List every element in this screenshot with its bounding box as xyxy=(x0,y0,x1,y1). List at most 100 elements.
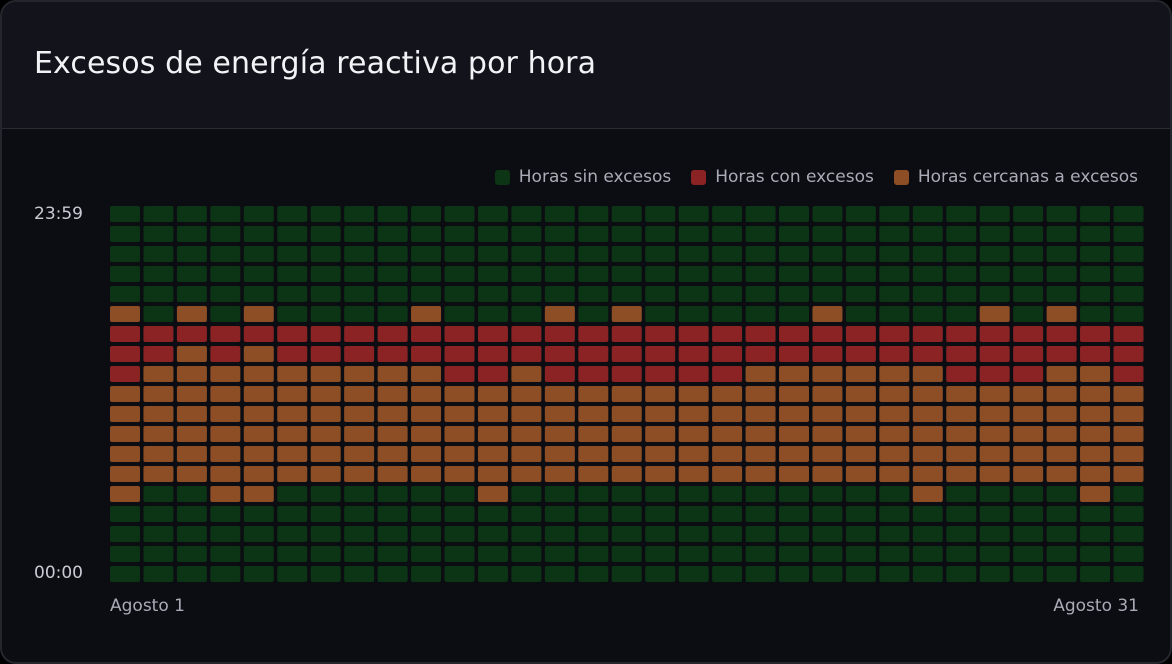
heatmap-cell-day16-h2[interactable] xyxy=(611,526,642,542)
heatmap-cell-day8-h0[interactable] xyxy=(344,566,375,582)
heatmap-cell-day31-h6[interactable] xyxy=(1113,446,1144,462)
heatmap-cell-day2-h8[interactable] xyxy=(143,406,174,422)
heatmap-cell-day17-h12[interactable] xyxy=(645,326,676,342)
heatmap-cell-day15-h7[interactable] xyxy=(578,426,609,442)
heatmap-cell-day14-h14[interactable] xyxy=(544,286,575,302)
heatmap-cell-day4-h16[interactable] xyxy=(210,246,241,262)
heatmap-cell-day12-h1[interactable] xyxy=(477,546,508,562)
heatmap-cell-day15-h0[interactable] xyxy=(578,566,609,582)
heatmap-cell-day20-h7[interactable] xyxy=(745,426,776,442)
heatmap-cell-day17-h4[interactable] xyxy=(645,486,676,502)
heatmap-cell-day4-h5[interactable] xyxy=(210,466,241,482)
heatmap-cell-day10-h1[interactable] xyxy=(411,546,442,562)
heatmap-cell-day31-h0[interactable] xyxy=(1113,566,1144,582)
heatmap-cell-day8-h8[interactable] xyxy=(344,406,375,422)
heatmap-cell-day24-h6[interactable] xyxy=(879,446,910,462)
heatmap-cell-day4-h0[interactable] xyxy=(210,566,241,582)
heatmap-cell-day3-h15[interactable] xyxy=(176,266,207,282)
heatmap-cell-day26-h4[interactable] xyxy=(946,486,977,502)
heatmap-cell-day30-h6[interactable] xyxy=(1080,446,1111,462)
heatmap-cell-day20-h4[interactable] xyxy=(745,486,776,502)
heatmap-cell-day23-h0[interactable] xyxy=(845,566,876,582)
heatmap-cell-day26-h12[interactable] xyxy=(946,326,977,342)
heatmap-cell-day27-h7[interactable] xyxy=(979,426,1010,442)
heatmap-cell-day23-h12[interactable] xyxy=(845,326,876,342)
heatmap-cell-day2-h9[interactable] xyxy=(143,386,174,402)
heatmap-cell-day29-h14[interactable] xyxy=(1046,286,1077,302)
heatmap-cell-day20-h14[interactable] xyxy=(745,286,776,302)
heatmap-cell-day3-h13[interactable] xyxy=(176,306,207,322)
heatmap-cell-day12-h15[interactable] xyxy=(477,266,508,282)
heatmap-cell-day12-h6[interactable] xyxy=(477,446,508,462)
heatmap-cell-day22-h12[interactable] xyxy=(812,326,843,342)
heatmap-cell-day14-h0[interactable] xyxy=(544,566,575,582)
heatmap-cell-day21-h11[interactable] xyxy=(779,346,809,362)
heatmap-cell-day14-h12[interactable] xyxy=(544,326,575,342)
heatmap-cell-day11-h0[interactable] xyxy=(444,566,475,582)
heatmap-cell-day26-h15[interactable] xyxy=(946,266,977,282)
heatmap-cell-day5-h18[interactable] xyxy=(243,206,274,222)
heatmap-cell-day18-h12[interactable] xyxy=(678,326,709,342)
heatmap-cell-day13-h12[interactable] xyxy=(511,326,542,342)
heatmap-cell-day27-h9[interactable] xyxy=(979,386,1010,402)
heatmap-cell-day10-h3[interactable] xyxy=(411,506,442,522)
heatmap-cell-day4-h3[interactable] xyxy=(210,506,241,522)
heatmap-cell-day27-h3[interactable] xyxy=(979,506,1010,522)
heatmap-cell-day31-h14[interactable] xyxy=(1113,286,1144,302)
legend-item-excess[interactable]: Horas con excesos xyxy=(691,167,874,187)
heatmap-cell-day31-h15[interactable] xyxy=(1113,266,1144,282)
heatmap-cell-day20-h18[interactable] xyxy=(745,206,776,222)
heatmap-cell-day21-h6[interactable] xyxy=(779,446,809,462)
heatmap-cell-day24-h5[interactable] xyxy=(879,466,910,482)
heatmap-cell-day1-h6[interactable] xyxy=(110,446,140,462)
heatmap-cell-day13-h17[interactable] xyxy=(511,226,542,242)
heatmap-cell-day23-h7[interactable] xyxy=(845,426,876,442)
heatmap-cell-day19-h18[interactable] xyxy=(712,206,743,222)
heatmap-cell-day16-h11[interactable] xyxy=(611,346,642,362)
heatmap-cell-day2-h11[interactable] xyxy=(143,346,174,362)
heatmap-cell-day16-h6[interactable] xyxy=(611,446,642,462)
heatmap-cell-day1-h2[interactable] xyxy=(110,526,140,542)
heatmap-cell-day23-h1[interactable] xyxy=(845,546,876,562)
heatmap-cell-day20-h0[interactable] xyxy=(745,566,776,582)
heatmap-cell-day7-h18[interactable] xyxy=(310,206,341,222)
heatmap-cell-day12-h4[interactable] xyxy=(477,486,508,502)
heatmap-cell-day12-h11[interactable] xyxy=(477,346,508,362)
heatmap-cell-day20-h10[interactable] xyxy=(745,366,776,382)
heatmap-cell-day11-h2[interactable] xyxy=(444,526,475,542)
heatmap-cell-day24-h4[interactable] xyxy=(879,486,910,502)
heatmap-cell-day25-h10[interactable] xyxy=(912,366,943,382)
heatmap-cell-day24-h16[interactable] xyxy=(879,246,910,262)
heatmap-cell-day17-h18[interactable] xyxy=(645,206,676,222)
heatmap-cell-day24-h12[interactable] xyxy=(879,326,910,342)
heatmap-cell-day29-h7[interactable] xyxy=(1046,426,1077,442)
heatmap-cell-day11-h7[interactable] xyxy=(444,426,475,442)
heatmap-cell-day8-h16[interactable] xyxy=(344,246,375,262)
heatmap-cell-day10-h2[interactable] xyxy=(411,526,442,542)
heatmap-cell-day13-h15[interactable] xyxy=(511,266,542,282)
heatmap-cell-day13-h5[interactable] xyxy=(511,466,542,482)
heatmap-cell-day1-h16[interactable] xyxy=(110,246,140,262)
heatmap-cell-day14-h11[interactable] xyxy=(544,346,575,362)
heatmap-cell-day1-h10[interactable] xyxy=(110,366,140,382)
heatmap-cell-day25-h3[interactable] xyxy=(912,506,943,522)
heatmap-cell-day29-h18[interactable] xyxy=(1046,206,1077,222)
heatmap-cell-day8-h6[interactable] xyxy=(344,446,375,462)
heatmap-cell-day31-h7[interactable] xyxy=(1113,426,1144,442)
heatmap-cell-day9-h4[interactable] xyxy=(377,486,408,502)
heatmap-cell-day28-h16[interactable] xyxy=(1013,246,1044,262)
heatmap-cell-day4-h14[interactable] xyxy=(210,286,241,302)
heatmap-cell-day19-h8[interactable] xyxy=(712,406,743,422)
heatmap-cell-day12-h14[interactable] xyxy=(477,286,508,302)
heatmap-cell-day22-h10[interactable] xyxy=(812,366,843,382)
heatmap-cell-day9-h3[interactable] xyxy=(377,506,408,522)
heatmap-cell-day16-h4[interactable] xyxy=(611,486,642,502)
heatmap-cell-day30-h14[interactable] xyxy=(1080,286,1111,302)
heatmap-cell-day10-h17[interactable] xyxy=(411,226,442,242)
heatmap-cell-day7-h1[interactable] xyxy=(310,546,341,562)
heatmap-cell-day6-h4[interactable] xyxy=(277,486,308,502)
heatmap-cell-day5-h16[interactable] xyxy=(243,246,274,262)
heatmap-cell-day6-h18[interactable] xyxy=(277,206,308,222)
heatmap-cell-day30-h17[interactable] xyxy=(1080,226,1111,242)
heatmap-cell-day6-h5[interactable] xyxy=(277,466,308,482)
